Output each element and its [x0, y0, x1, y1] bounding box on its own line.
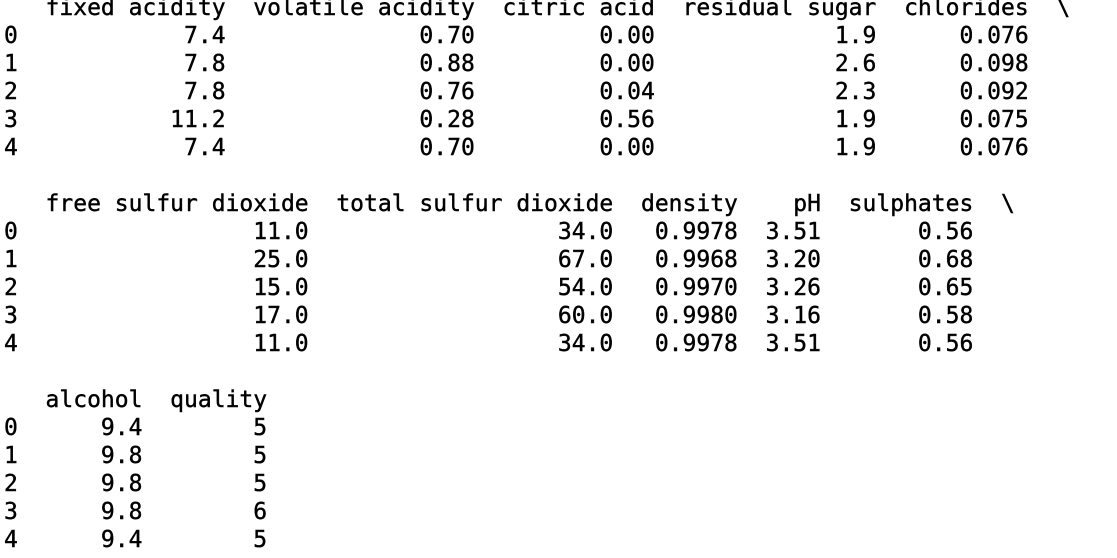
- block-3-row: 4 9.4 5: [4, 527, 295, 553]
- block-spacer: [4, 162, 1070, 190]
- block-3-row: 2 9.8 5: [4, 471, 295, 497]
- block-1-row: 2 7.8 0.76 0.04 2.3 0.092: [4, 79, 1071, 105]
- block-2-row: 4 11.0 34.0 0.9978 3.51 0.56: [4, 331, 1015, 357]
- block-2-row: 0 11.0 34.0 0.9978 3.51 0.56: [4, 219, 1015, 245]
- block-3-row: 0 9.4 5: [4, 415, 295, 441]
- block-1-row: 4 7.4 0.70 0.00 1.9 0.076: [4, 135, 1071, 161]
- block-3-row: 3 9.8 6: [4, 499, 295, 525]
- block-2-row: 2 15.0 54.0 0.9970 3.26 0.65: [4, 275, 1015, 301]
- block-2-row: 3 17.0 60.0 0.9980 3.16 0.58: [4, 303, 1015, 329]
- block-2-header: free sulfur dioxide total sulfur dioxide…: [4, 191, 1015, 217]
- block-3-header: alcohol quality: [4, 387, 295, 413]
- block-1-row: 3 11.2 0.28 0.56 1.9 0.075: [4, 107, 1071, 133]
- block-spacer: [4, 358, 1070, 386]
- block-1-row: 1 7.8 0.88 0.00 2.6 0.098: [4, 51, 1071, 77]
- block-1-row: 0 7.4 0.70 0.00 1.9 0.076: [4, 23, 1071, 49]
- block-3-row: 1 9.8 5: [4, 443, 295, 469]
- console-output: fixed acidity volatile acidity citric ac…: [4, 0, 1071, 554]
- block-2-row: 1 25.0 67.0 0.9968 3.20 0.68: [4, 247, 1015, 273]
- block-1-header: fixed acidity volatile acidity citric ac…: [4, 0, 1071, 21]
